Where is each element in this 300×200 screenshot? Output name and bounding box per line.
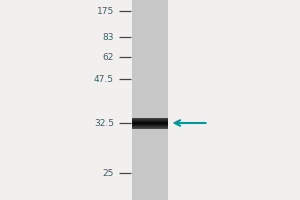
Bar: [132, 118, 168, 119]
Text: 47.5: 47.5: [94, 74, 114, 84]
Bar: [132, 124, 168, 125]
Text: 175: 175: [97, 6, 114, 16]
Bar: [132, 120, 168, 121]
Text: 25: 25: [103, 168, 114, 178]
Bar: [132, 121, 168, 122]
Text: 32.5: 32.5: [94, 118, 114, 128]
Bar: [132, 128, 168, 129]
Bar: [132, 127, 168, 128]
Bar: [132, 119, 168, 120]
Text: 62: 62: [103, 52, 114, 62]
Bar: [132, 126, 168, 127]
Text: 83: 83: [103, 32, 114, 42]
Bar: [132, 125, 168, 126]
Bar: [132, 122, 168, 123]
Bar: [132, 117, 168, 118]
Bar: [132, 0, 168, 200]
Bar: [132, 123, 168, 124]
